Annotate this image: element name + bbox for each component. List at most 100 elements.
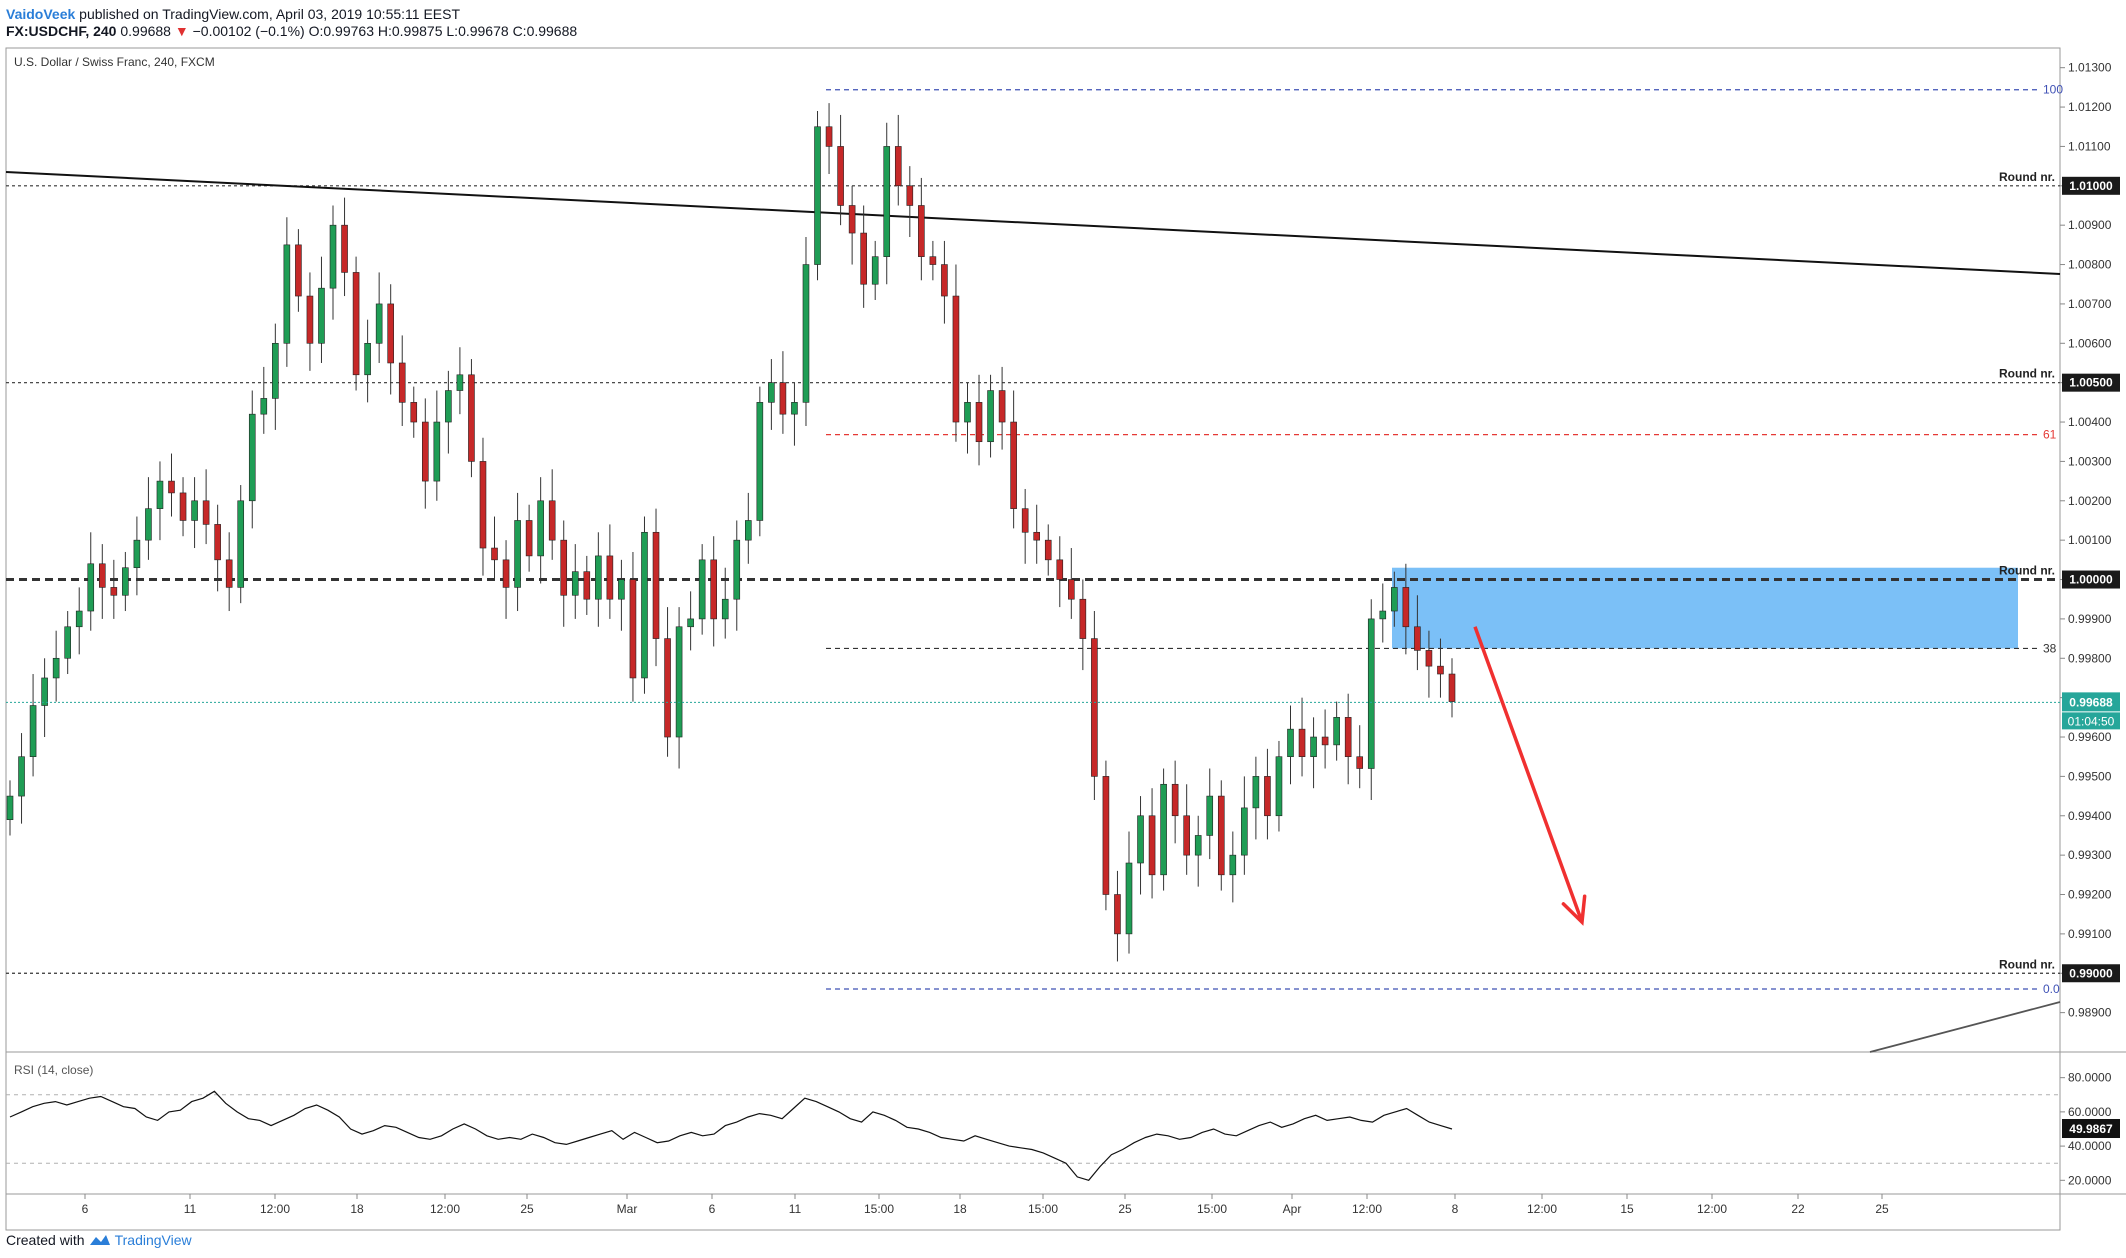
candle: [1102, 760, 1110, 911]
candle-body: [779, 382, 787, 415]
candle-body: [398, 362, 406, 403]
time-tick-label: 6: [709, 1202, 716, 1216]
candle-body: [1321, 736, 1329, 746]
price-tick-label: 1.00800: [2068, 258, 2112, 272]
candle: [191, 477, 198, 549]
candle-body: [1379, 610, 1387, 620]
candle: [1448, 658, 1456, 718]
candle: [756, 386, 764, 537]
candle: [1148, 788, 1156, 899]
time-axis[interactable]: 6 11 12:00 18 12:00 25 Mar 6 11 15:00 18 15:00 25 15:…: [82, 1194, 1889, 1216]
candle: [1379, 583, 1387, 643]
trendlines[interactable]: [5, 171, 2061, 1053]
ohlc-low-label: L:: [446, 23, 459, 39]
round-level-price-tag: [2062, 570, 2120, 589]
candle: [214, 504, 221, 592]
candle: [341, 197, 348, 297]
candle: [237, 485, 245, 604]
chart-title: U.S. Dollar / Swiss Franc, 240, FXCM: [14, 55, 215, 69]
candle-body: [1414, 626, 1421, 651]
ohlc-low: 0.99678: [458, 23, 509, 39]
supply-zone[interactable]: [1392, 567, 2018, 649]
candle-body: [560, 539, 568, 596]
fib-retracement[interactable]: 100 61 38 0.0: [826, 83, 2063, 996]
candle: [364, 319, 371, 403]
candle-body: [825, 126, 833, 147]
price-tick-label: 0.99400: [2068, 809, 2112, 823]
candle-body: [525, 520, 533, 557]
candle: [387, 284, 394, 395]
candle-body: [248, 413, 256, 502]
candle: [1414, 595, 1421, 671]
time-tick-label: 12:00: [1527, 1202, 1557, 1216]
candle-body: [1252, 776, 1260, 809]
candle-body: [1356, 756, 1364, 769]
arrow-head-icon[interactable]: [1561, 894, 1587, 926]
round-level-label: Round nr.: [1999, 367, 2055, 381]
candle-body: [1137, 815, 1144, 864]
candle-body: [468, 374, 475, 462]
candle: [998, 366, 1006, 450]
candle: [179, 477, 187, 537]
candle-body: [1333, 717, 1340, 746]
descending-trendline[interactable]: [5, 171, 2061, 275]
time-tick-label: 25: [1875, 1202, 1889, 1216]
candle-body: [295, 244, 302, 297]
rsi-tick-label: 80.0000: [2068, 1071, 2112, 1085]
candle-body: [814, 126, 821, 265]
candle-body: [64, 626, 71, 659]
candle-body: [41, 677, 48, 706]
candle-body: [641, 531, 648, 679]
time-tick-label: 25: [1118, 1202, 1132, 1216]
candle: [1367, 599, 1375, 801]
candle: [1391, 571, 1398, 627]
author-name[interactable]: VaidoVeek: [6, 6, 76, 22]
rsi-tick-label: 60.0000: [2068, 1105, 2112, 1119]
candle-body: [491, 547, 498, 561]
candle-body: [133, 539, 141, 569]
candle-body: [514, 520, 521, 588]
candle-body: [1217, 795, 1225, 876]
arrow-shaft[interactable]: [1473, 626, 1584, 923]
time-tick-label: Apr: [1283, 1202, 1302, 1216]
candle: [618, 559, 625, 631]
fib-level-label: 38: [2043, 641, 2057, 655]
candle: [1229, 831, 1237, 903]
fib-level-label: 61: [2043, 428, 2057, 442]
price-tick-label: 0.99200: [2068, 888, 2112, 902]
candle-body: [1033, 531, 1041, 541]
candle-body: [1391, 587, 1398, 612]
round-levels[interactable]: Round nr. 1.01000 Round nr. 1.00500 Round nr…: [6, 170, 2120, 983]
candle: [929, 240, 937, 281]
candle-body: [595, 555, 602, 600]
candle: [329, 205, 337, 320]
rsi-tick-label: 40.0000: [2068, 1139, 2112, 1153]
time-tick-label: 11: [789, 1202, 802, 1216]
round-level-label: Round nr.: [1999, 564, 2055, 578]
candle-body: [1171, 783, 1179, 817]
candle-body: [214, 524, 221, 561]
tradingview-brand[interactable]: TradingView: [114, 1232, 192, 1248]
candle-body: [110, 587, 118, 596]
candle: [1079, 579, 1087, 671]
candle-body: [687, 618, 694, 628]
ohlc-open-label: O:: [308, 23, 324, 39]
candle-body: [1229, 854, 1237, 876]
candle-body: [883, 146, 891, 257]
price-axis[interactable]: 1.01300 1.01200 1.01100 1.01000 1.00900 1.008…: [2060, 61, 2112, 1020]
candle-body: [1010, 421, 1017, 509]
supply-zone-rect[interactable]: [1392, 567, 2018, 649]
candle-body: [225, 559, 233, 588]
rsi-pane[interactable]: RSI (14, close) 80.0000 60.0000 40.0000 20.…: [6, 1063, 2120, 1187]
ascending-trendline[interactable]: [1869, 1001, 2061, 1053]
candle-body: [1298, 728, 1306, 758]
candle-body: [629, 579, 637, 679]
candle: [1298, 697, 1306, 777]
rsi-value-label: 49.9867: [2069, 1122, 2113, 1136]
time-tick-label: Mar: [617, 1202, 638, 1216]
projection-arrow[interactable]: [1473, 626, 1587, 926]
candle: [1044, 524, 1052, 576]
candle: [1171, 760, 1179, 844]
last-price-line: 0.99688 01:04:50: [6, 692, 2120, 730]
